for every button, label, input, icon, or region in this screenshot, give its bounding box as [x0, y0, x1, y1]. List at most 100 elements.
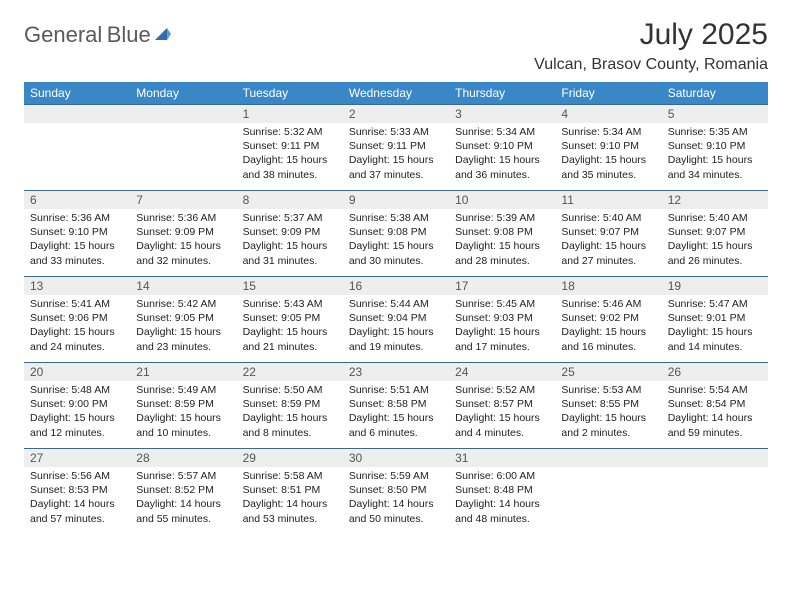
- calendar-cell: 31Sunrise: 6:00 AMSunset: 8:48 PMDayligh…: [449, 448, 555, 534]
- day-details: Sunrise: 5:52 AMSunset: 8:57 PMDaylight:…: [449, 381, 555, 444]
- calendar-cell: [662, 448, 768, 534]
- calendar-cell: 27Sunrise: 5:56 AMSunset: 8:53 PMDayligh…: [24, 448, 130, 534]
- day-details: Sunrise: 5:34 AMSunset: 9:10 PMDaylight:…: [449, 123, 555, 186]
- day-details: Sunrise: 5:54 AMSunset: 8:54 PMDaylight:…: [662, 381, 768, 444]
- day-details: Sunrise: 5:33 AMSunset: 9:11 PMDaylight:…: [343, 123, 449, 186]
- calendar-cell: 24Sunrise: 5:52 AMSunset: 8:57 PMDayligh…: [449, 362, 555, 448]
- calendar-cell: 29Sunrise: 5:58 AMSunset: 8:51 PMDayligh…: [237, 448, 343, 534]
- calendar-cell: 18Sunrise: 5:46 AMSunset: 9:02 PMDayligh…: [555, 276, 661, 362]
- day-number: [24, 104, 130, 123]
- day-number: 4: [555, 104, 661, 123]
- calendar-cell: [24, 104, 130, 190]
- day-number: 8: [237, 190, 343, 209]
- page-subtitle: Vulcan, Brasov County, Romania: [534, 56, 768, 74]
- day-details: Sunrise: 5:38 AMSunset: 9:08 PMDaylight:…: [343, 209, 449, 272]
- day-details: Sunrise: 5:57 AMSunset: 8:52 PMDaylight:…: [130, 467, 236, 530]
- calendar-cell: 8Sunrise: 5:37 AMSunset: 9:09 PMDaylight…: [237, 190, 343, 276]
- day-details: Sunrise: 5:39 AMSunset: 9:08 PMDaylight:…: [449, 209, 555, 272]
- day-number: 24: [449, 362, 555, 381]
- calendar-cell: 3Sunrise: 5:34 AMSunset: 9:10 PMDaylight…: [449, 104, 555, 190]
- day-number: [130, 104, 236, 123]
- calendar-cell: 7Sunrise: 5:36 AMSunset: 9:09 PMDaylight…: [130, 190, 236, 276]
- day-number: 23: [343, 362, 449, 381]
- calendar-cell: 26Sunrise: 5:54 AMSunset: 8:54 PMDayligh…: [662, 362, 768, 448]
- calendar-cell: 22Sunrise: 5:50 AMSunset: 8:59 PMDayligh…: [237, 362, 343, 448]
- day-number: 9: [343, 190, 449, 209]
- day-details: Sunrise: 5:32 AMSunset: 9:11 PMDaylight:…: [237, 123, 343, 186]
- calendar-cell: 12Sunrise: 5:40 AMSunset: 9:07 PMDayligh…: [662, 190, 768, 276]
- day-details: Sunrise: 5:34 AMSunset: 9:10 PMDaylight:…: [555, 123, 661, 186]
- calendar-cell: 6Sunrise: 5:36 AMSunset: 9:10 PMDaylight…: [24, 190, 130, 276]
- calendar-cell: 25Sunrise: 5:53 AMSunset: 8:55 PMDayligh…: [555, 362, 661, 448]
- day-number: 1: [237, 104, 343, 123]
- day-header: Sunday: [24, 82, 130, 104]
- day-details: Sunrise: 5:45 AMSunset: 9:03 PMDaylight:…: [449, 295, 555, 358]
- day-number: 2: [343, 104, 449, 123]
- day-details: Sunrise: 5:51 AMSunset: 8:58 PMDaylight:…: [343, 381, 449, 444]
- day-number: 28: [130, 448, 236, 467]
- day-details: Sunrise: 5:35 AMSunset: 9:10 PMDaylight:…: [662, 123, 768, 186]
- calendar-cell: [130, 104, 236, 190]
- day-number: 17: [449, 276, 555, 295]
- day-number: 6: [24, 190, 130, 209]
- calendar-week: 27Sunrise: 5:56 AMSunset: 8:53 PMDayligh…: [24, 448, 768, 534]
- day-number: 10: [449, 190, 555, 209]
- calendar-cell: 14Sunrise: 5:42 AMSunset: 9:05 PMDayligh…: [130, 276, 236, 362]
- day-details: Sunrise: 6:00 AMSunset: 8:48 PMDaylight:…: [449, 467, 555, 530]
- day-number: 22: [237, 362, 343, 381]
- calendar-cell: 28Sunrise: 5:57 AMSunset: 8:52 PMDayligh…: [130, 448, 236, 534]
- brand-word1: General: [24, 22, 102, 47]
- day-header: Wednesday: [343, 82, 449, 104]
- day-number: 27: [24, 448, 130, 467]
- calendar-cell: 4Sunrise: 5:34 AMSunset: 9:10 PMDaylight…: [555, 104, 661, 190]
- day-number: 16: [343, 276, 449, 295]
- calendar-cell: 19Sunrise: 5:47 AMSunset: 9:01 PMDayligh…: [662, 276, 768, 362]
- day-number: 15: [237, 276, 343, 295]
- calendar-week: 20Sunrise: 5:48 AMSunset: 9:00 PMDayligh…: [24, 362, 768, 448]
- calendar-cell: 9Sunrise: 5:38 AMSunset: 9:08 PMDaylight…: [343, 190, 449, 276]
- day-number: 29: [237, 448, 343, 467]
- calendar-cell: 21Sunrise: 5:49 AMSunset: 8:59 PMDayligh…: [130, 362, 236, 448]
- day-details: Sunrise: 5:49 AMSunset: 8:59 PMDaylight:…: [130, 381, 236, 444]
- calendar-cell: 13Sunrise: 5:41 AMSunset: 9:06 PMDayligh…: [24, 276, 130, 362]
- calendar-cell: 20Sunrise: 5:48 AMSunset: 9:00 PMDayligh…: [24, 362, 130, 448]
- day-number: 5: [662, 104, 768, 123]
- day-header: Thursday: [449, 82, 555, 104]
- day-number: 26: [662, 362, 768, 381]
- day-number: 30: [343, 448, 449, 467]
- day-details: Sunrise: 5:36 AMSunset: 9:10 PMDaylight:…: [24, 209, 130, 272]
- day-details: Sunrise: 5:50 AMSunset: 8:59 PMDaylight:…: [237, 381, 343, 444]
- brand-word2: Blue: [107, 22, 151, 47]
- page-title: July 2025: [534, 18, 768, 52]
- day-number: 20: [24, 362, 130, 381]
- day-details: Sunrise: 5:41 AMSunset: 9:06 PMDaylight:…: [24, 295, 130, 358]
- calendar-cell: 2Sunrise: 5:33 AMSunset: 9:11 PMDaylight…: [343, 104, 449, 190]
- calendar-cell: 23Sunrise: 5:51 AMSunset: 8:58 PMDayligh…: [343, 362, 449, 448]
- day-details: Sunrise: 5:43 AMSunset: 9:05 PMDaylight:…: [237, 295, 343, 358]
- day-header: Saturday: [662, 82, 768, 104]
- day-details: Sunrise: 5:40 AMSunset: 9:07 PMDaylight:…: [555, 209, 661, 272]
- day-details: Sunrise: 5:56 AMSunset: 8:53 PMDaylight:…: [24, 467, 130, 530]
- day-details: Sunrise: 5:37 AMSunset: 9:09 PMDaylight:…: [237, 209, 343, 272]
- calendar-week: 6Sunrise: 5:36 AMSunset: 9:10 PMDaylight…: [24, 190, 768, 276]
- day-details: Sunrise: 5:46 AMSunset: 9:02 PMDaylight:…: [555, 295, 661, 358]
- calendar-cell: [555, 448, 661, 534]
- calendar-cell: 17Sunrise: 5:45 AMSunset: 9:03 PMDayligh…: [449, 276, 555, 362]
- calendar-cell: 10Sunrise: 5:39 AMSunset: 9:08 PMDayligh…: [449, 190, 555, 276]
- day-number: 19: [662, 276, 768, 295]
- header: General Blue July 2025 Vulcan, Brasov Co…: [24, 18, 768, 74]
- day-details: Sunrise: 5:40 AMSunset: 9:07 PMDaylight:…: [662, 209, 768, 272]
- calendar-cell: 5Sunrise: 5:35 AMSunset: 9:10 PMDaylight…: [662, 104, 768, 190]
- day-details: Sunrise: 5:42 AMSunset: 9:05 PMDaylight:…: [130, 295, 236, 358]
- day-number: 25: [555, 362, 661, 381]
- day-number: [555, 448, 661, 467]
- calendar-cell: 11Sunrise: 5:40 AMSunset: 9:07 PMDayligh…: [555, 190, 661, 276]
- day-details: Sunrise: 5:36 AMSunset: 9:09 PMDaylight:…: [130, 209, 236, 272]
- calendar-cell: 1Sunrise: 5:32 AMSunset: 9:11 PMDaylight…: [237, 104, 343, 190]
- day-number: 12: [662, 190, 768, 209]
- calendar-cell: 30Sunrise: 5:59 AMSunset: 8:50 PMDayligh…: [343, 448, 449, 534]
- day-number: 21: [130, 362, 236, 381]
- day-number: 13: [24, 276, 130, 295]
- calendar-cell: 15Sunrise: 5:43 AMSunset: 9:05 PMDayligh…: [237, 276, 343, 362]
- day-header: Monday: [130, 82, 236, 104]
